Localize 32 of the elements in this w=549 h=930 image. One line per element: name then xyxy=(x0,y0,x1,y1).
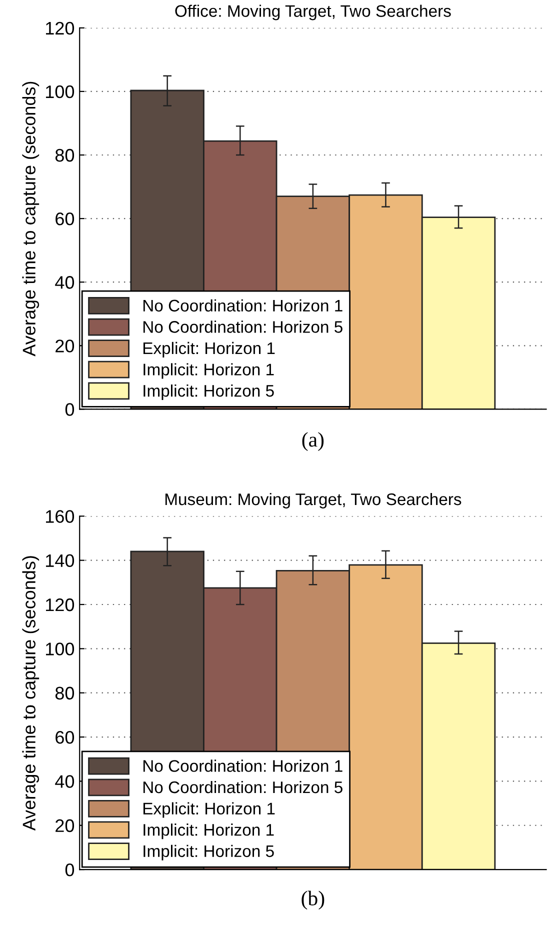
legend-label: Implicit: Horizon 1 xyxy=(144,363,274,379)
legend-label: Explicit: Horizon 1 xyxy=(143,802,275,818)
y-tick-label: 0 xyxy=(65,403,74,416)
y-tick-label: 60 xyxy=(56,730,74,744)
y-tick-label: 100 xyxy=(46,642,74,656)
y-tick-label: 160 xyxy=(46,510,74,523)
legend-label: No Coordination: Horizon 5 xyxy=(143,780,342,794)
y-tick-label: 120 xyxy=(46,22,74,35)
y-tick-label: 120 xyxy=(46,598,74,612)
y-tick-label: 140 xyxy=(46,554,74,568)
y-tick-label: 100 xyxy=(46,85,74,98)
y-axis-title: Average time to capture (seconds) xyxy=(22,556,40,831)
text: (b) xyxy=(302,890,324,910)
legend-label: Implicit: Horizon 5 xyxy=(144,384,274,400)
y-tick-label: 40 xyxy=(55,276,74,289)
legend-label: Explicit: Horizon 1 xyxy=(143,342,275,358)
y-tick-label: 20 xyxy=(56,340,74,352)
text: (a) xyxy=(302,432,324,451)
y-tick-label: 0 xyxy=(65,863,74,876)
y-tick-label: 60 xyxy=(56,212,74,226)
legend-label: Implicit: Horizon 5 xyxy=(144,844,274,860)
legend-label: No Coordination: Horizon 5 xyxy=(143,320,342,333)
legend-label: No Coordination: Horizon 1 xyxy=(143,760,342,772)
y-tick-label: 80 xyxy=(55,686,74,700)
chart-title: Museum: Moving Target, Two Searchers xyxy=(165,492,462,508)
y-tick-label: 80 xyxy=(55,148,74,162)
y-tick-label: 20 xyxy=(56,819,74,832)
legend-label: Implicit: Horizon 1 xyxy=(144,824,274,840)
y-tick-label: 40 xyxy=(55,775,74,788)
legend-label: No Coordination: Horizon 1 xyxy=(143,299,342,312)
y-axis-title: Average time to capture (seconds) xyxy=(22,82,40,356)
chart-title: Office: Moving Target, Two Searchers xyxy=(175,4,451,20)
